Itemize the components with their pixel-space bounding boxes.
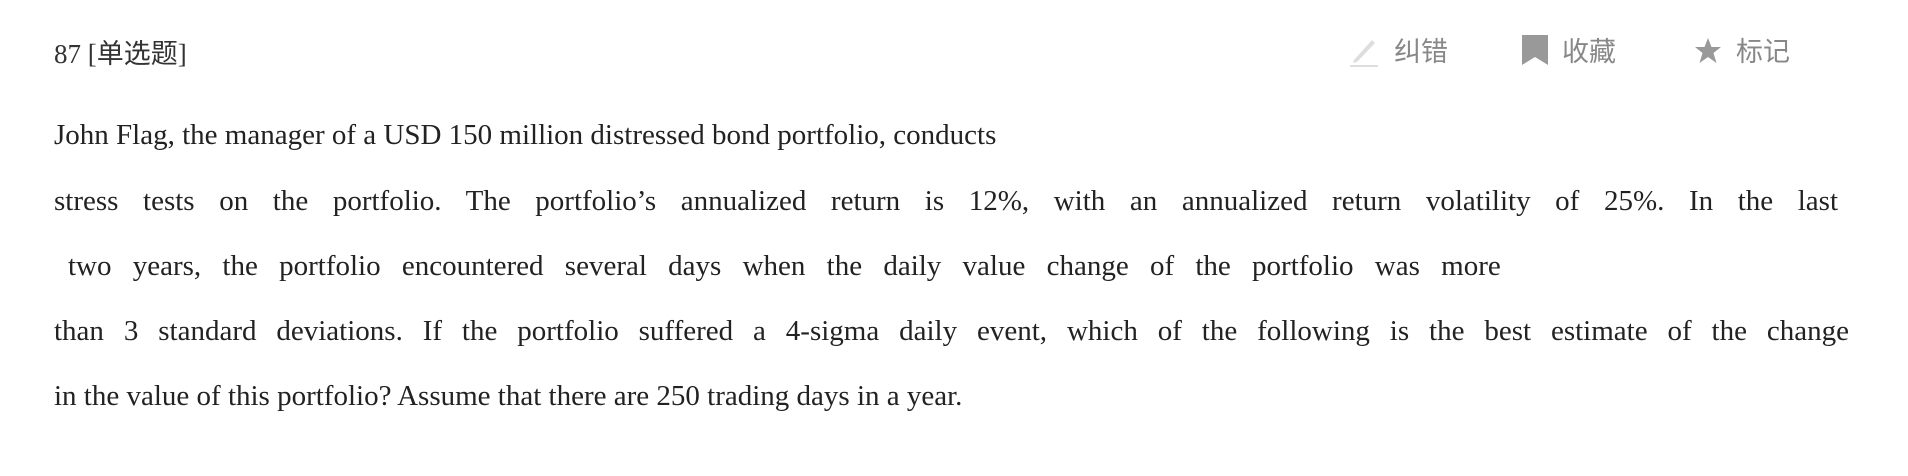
question-text-line: stress tests on the portfolio. The portf… [54,185,1838,217]
question-text-line: John Flag, the manager of a USD 150 mill… [54,119,997,151]
question-number: 87 [54,39,81,69]
pencil-icon [1350,39,1378,67]
star-icon [1695,37,1721,63]
mark-label: 标记 [1736,37,1790,68]
report-error-label: 纠错 [1394,37,1448,68]
question-text-line: in the value of this portfolio? Assume t… [54,380,963,412]
question-text-line: than 3 standard deviations. If the portf… [54,315,1849,347]
question-text-line: two years, the portfolio encountered sev… [68,250,1501,282]
bookmark-icon [1522,34,1548,65]
mark-button[interactable]: 标记 [1692,30,1790,69]
favorite-button[interactable]: 收藏 [1520,30,1616,69]
question-type: [单选题] [87,39,187,69]
question-actions: 纠错 收藏 标记 [0,30,1908,70]
report-error-button[interactable]: 纠错 [1346,30,1448,69]
favorite-label: 收藏 [1562,37,1616,68]
question-header: 87 [单选题] [54,32,187,71]
